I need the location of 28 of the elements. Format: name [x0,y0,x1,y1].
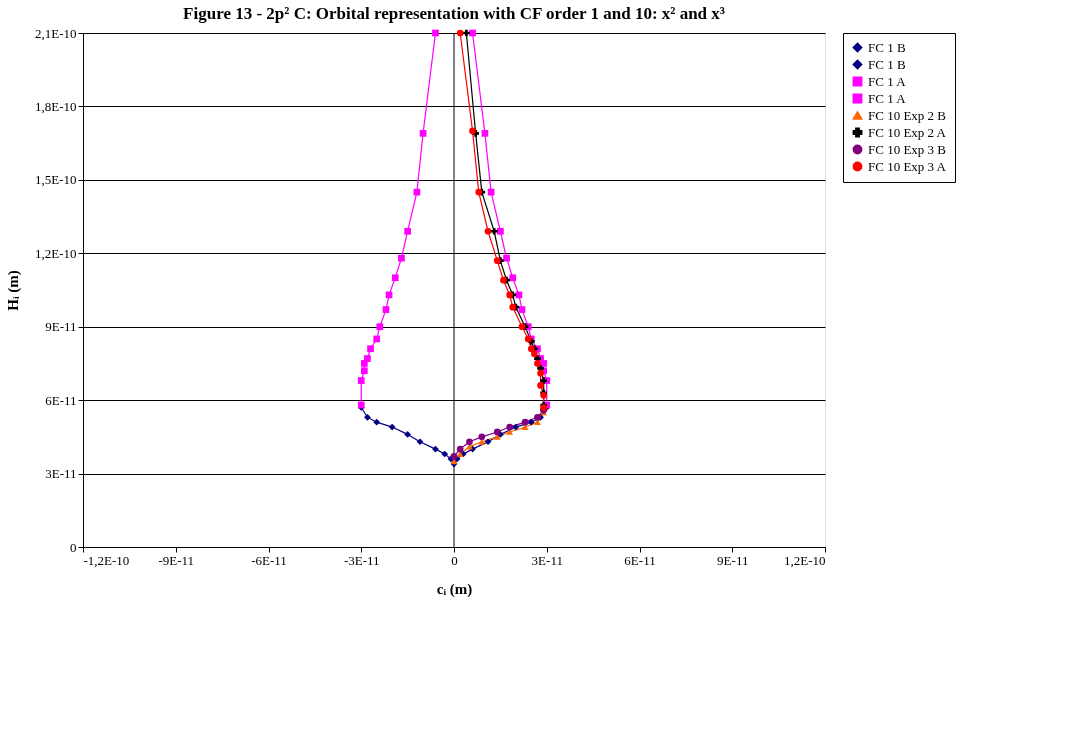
chart-title: Figure 13 - 2p² C: Orbital representation with CF order 1 and 10: x² and x³ [183,4,725,23]
legend-label: FC 1 B [868,39,906,55]
y-tick-label: 2,1E-10 [34,25,77,41]
x-tick-label: -3E-11 [343,552,380,568]
x-tick-label: -9E-11 [158,552,195,568]
y-tick-label: 1,8E-10 [34,98,77,114]
y-tick-label: 3E-11 [45,466,77,482]
x-tick-label: -1,2E-10 [83,552,130,568]
x-tick-label: -6E-11 [251,552,287,568]
x-axis-title: cᵢ (m) [436,580,473,598]
x-tick-label: 9E-11 [717,552,749,568]
x-tick-label: 3E-11 [531,552,563,568]
y-tick-label: 1,2E-10 [34,245,77,261]
y-tick-label: 0 [70,539,77,555]
legend-label: FC 10 Exp 3 A [868,158,947,174]
legend-label: FC 1 A [868,73,907,89]
y-tick-label: 1,5E-10 [34,172,77,188]
x-tick-label: 6E-11 [624,552,656,568]
legend-label: FC 1 B [868,56,906,72]
legend-label: FC 10 Exp 2 B [868,107,947,123]
legend-label: FC 10 Exp 3 B [868,141,947,157]
y-tick-label: 6E-11 [45,392,77,408]
legend-label: FC 1 A [868,90,907,106]
y-tick-label: 9E-11 [45,319,77,335]
x-tick-label: 1,2E-10 [783,552,826,568]
x-tick-label: 0 [451,552,458,568]
legend-label: FC 10 Exp 2 A [868,124,947,140]
y-axis-title: Hᵢ (m) [4,270,22,311]
